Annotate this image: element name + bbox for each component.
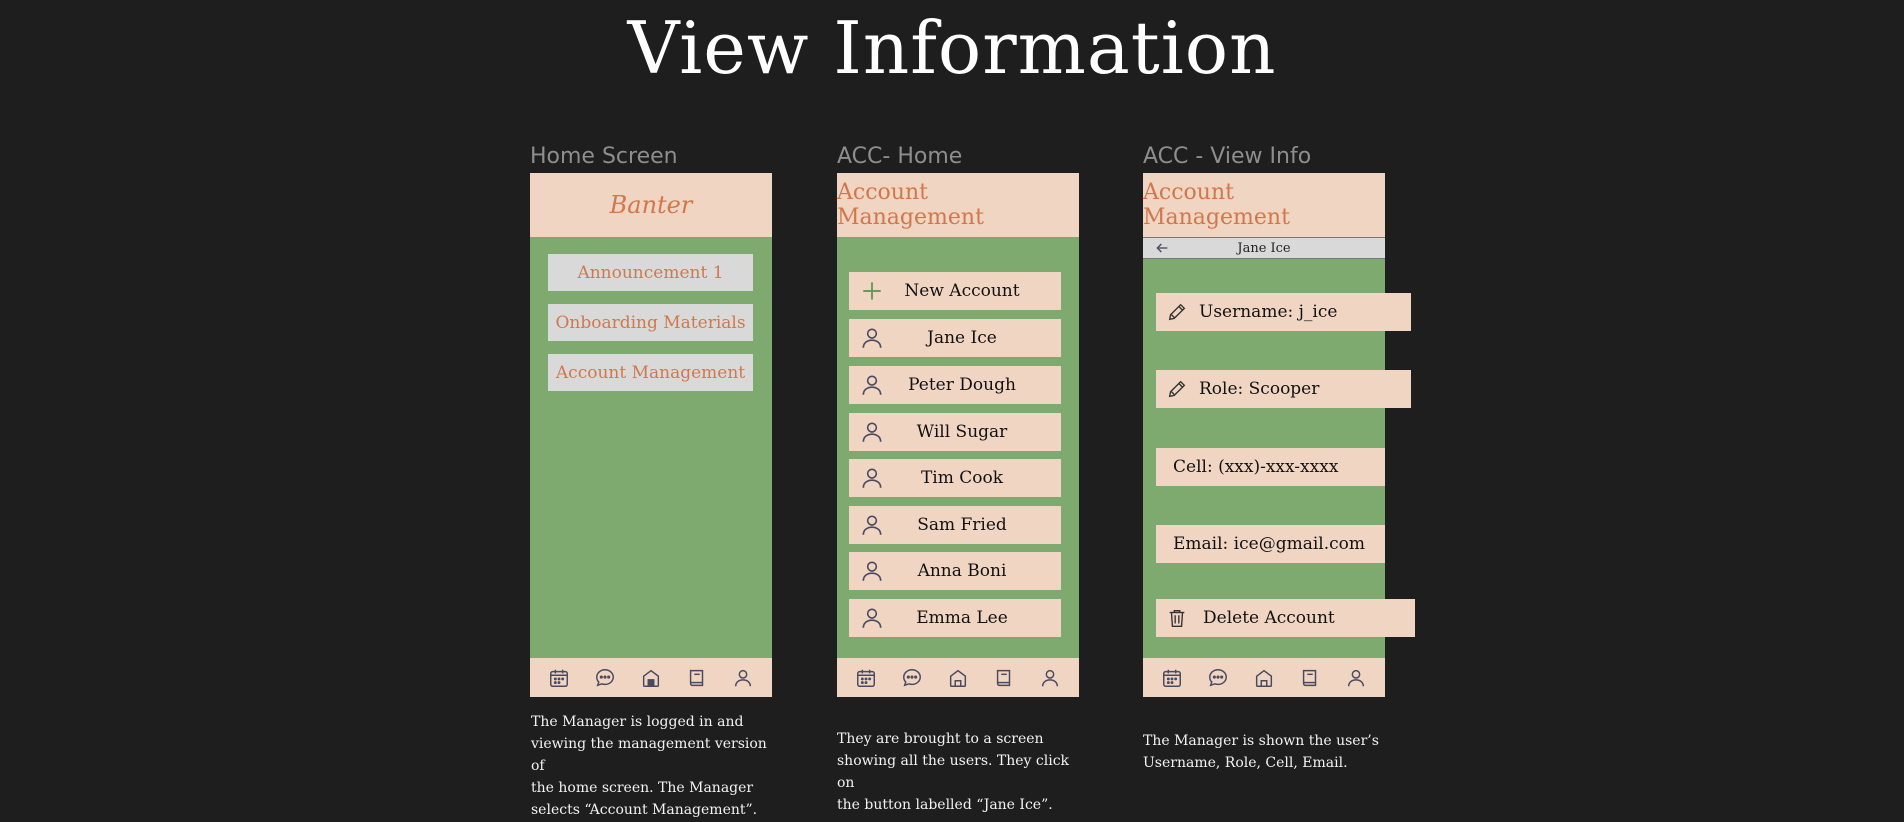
frame-label-home-screen: Home Screen: [530, 144, 678, 169]
home-icon[interactable]: [945, 665, 971, 691]
role-label: Role: Scooper: [1199, 379, 1320, 399]
pencil-icon: [1168, 380, 1186, 398]
user-label: Peter Dough: [908, 375, 1016, 395]
username-label: Username: j_ice: [1199, 302, 1338, 322]
book-icon[interactable]: [991, 665, 1017, 691]
screen-header: Account Management: [1143, 173, 1385, 237]
back-arrow-icon[interactable]: [1153, 240, 1171, 256]
announcement-button[interactable]: Announcement 1: [548, 254, 753, 291]
bottom-nav: [837, 658, 1079, 697]
phone-acc-home: Account Management New Account Jane Ice …: [837, 173, 1079, 697]
page-title: View Information: [627, 6, 1277, 90]
user-label: Sam Fried: [917, 515, 1007, 535]
phone-acc-view-info: Account Management Jane Ice Username: j_…: [1143, 173, 1415, 697]
email-field: Email: ice@gmail.com: [1156, 525, 1385, 563]
calendar-icon[interactable]: [1159, 665, 1185, 691]
plus-icon: [863, 282, 881, 300]
home-icon[interactable]: [638, 665, 664, 691]
account-management-button[interactable]: Account Management: [548, 354, 753, 391]
frame-label-acc-home: ACC- Home: [837, 144, 963, 169]
new-account-button[interactable]: New Account: [849, 272, 1061, 310]
detail-subheader: Jane Ice: [1143, 237, 1385, 259]
user-icon: [862, 608, 882, 628]
bottom-nav: [530, 658, 772, 697]
user-icon: [862, 328, 882, 348]
chat-icon[interactable]: [899, 665, 925, 691]
profile-icon[interactable]: [1343, 665, 1369, 691]
bottom-nav: [1143, 658, 1385, 697]
frame-label-acc-view-info: ACC - View Info: [1143, 144, 1312, 169]
calendar-icon[interactable]: [546, 665, 572, 691]
user-button-emma-lee[interactable]: Emma Lee: [849, 599, 1061, 637]
app-logo: Banter: [530, 173, 772, 237]
book-icon[interactable]: [1297, 665, 1323, 691]
user-button-jane-ice[interactable]: Jane Ice: [849, 319, 1061, 357]
role-field[interactable]: Role: Scooper: [1156, 370, 1411, 408]
selected-user-name: Jane Ice: [1237, 240, 1291, 256]
user-label: Jane Ice: [927, 328, 997, 348]
user-label: Will Sugar: [916, 422, 1008, 442]
chat-icon[interactable]: [592, 665, 618, 691]
user-icon: [862, 468, 882, 488]
pencil-icon: [1168, 303, 1186, 321]
user-icon: [862, 515, 882, 535]
calendar-icon[interactable]: [853, 665, 879, 691]
user-icon: [862, 422, 882, 442]
profile-icon[interactable]: [730, 665, 756, 691]
username-field[interactable]: Username: j_ice: [1156, 293, 1411, 331]
book-icon[interactable]: [684, 665, 710, 691]
trash-icon: [1169, 609, 1185, 627]
home-icon[interactable]: [1251, 665, 1277, 691]
caption-home-screen: The Manager is logged in and viewing the…: [531, 714, 767, 818]
user-label: Tim Cook: [920, 468, 1004, 488]
user-icon: [862, 561, 882, 581]
user-button-peter-dough[interactable]: Peter Dough: [849, 366, 1061, 404]
user-button-sam-fried[interactable]: Sam Fried: [849, 506, 1061, 544]
user-button-anna-boni[interactable]: Anna Boni: [849, 552, 1061, 590]
email-label: Email: ice@gmail.com: [1173, 534, 1365, 554]
delete-account-button[interactable]: Delete Account: [1156, 599, 1415, 637]
user-label: Emma Lee: [916, 608, 1008, 628]
chat-icon[interactable]: [1205, 665, 1231, 691]
screen-header: Account Management: [837, 173, 1079, 237]
profile-icon[interactable]: [1037, 665, 1063, 691]
delete-account-label: Delete Account: [1203, 608, 1335, 628]
caption-acc-view-info: The Manager is shown the user’s Username…: [1143, 733, 1379, 771]
caption-acc-home: They are brought to a screen showing all…: [837, 731, 1070, 813]
user-icon: [862, 375, 882, 395]
user-button-tim-cook[interactable]: Tim Cook: [849, 459, 1061, 497]
onboarding-materials-button[interactable]: Onboarding Materials: [548, 304, 753, 341]
cell-field: Cell: (xxx)-xxx-xxxx: [1156, 448, 1385, 486]
new-account-label: New Account: [904, 281, 1020, 301]
user-label: Anna Boni: [917, 561, 1007, 581]
user-button-will-sugar[interactable]: Will Sugar: [849, 413, 1061, 451]
cell-label: Cell: (xxx)-xxx-xxxx: [1173, 457, 1339, 477]
phone-home-screen: Banter Announcement 1 Onboarding Materia…: [530, 173, 772, 697]
